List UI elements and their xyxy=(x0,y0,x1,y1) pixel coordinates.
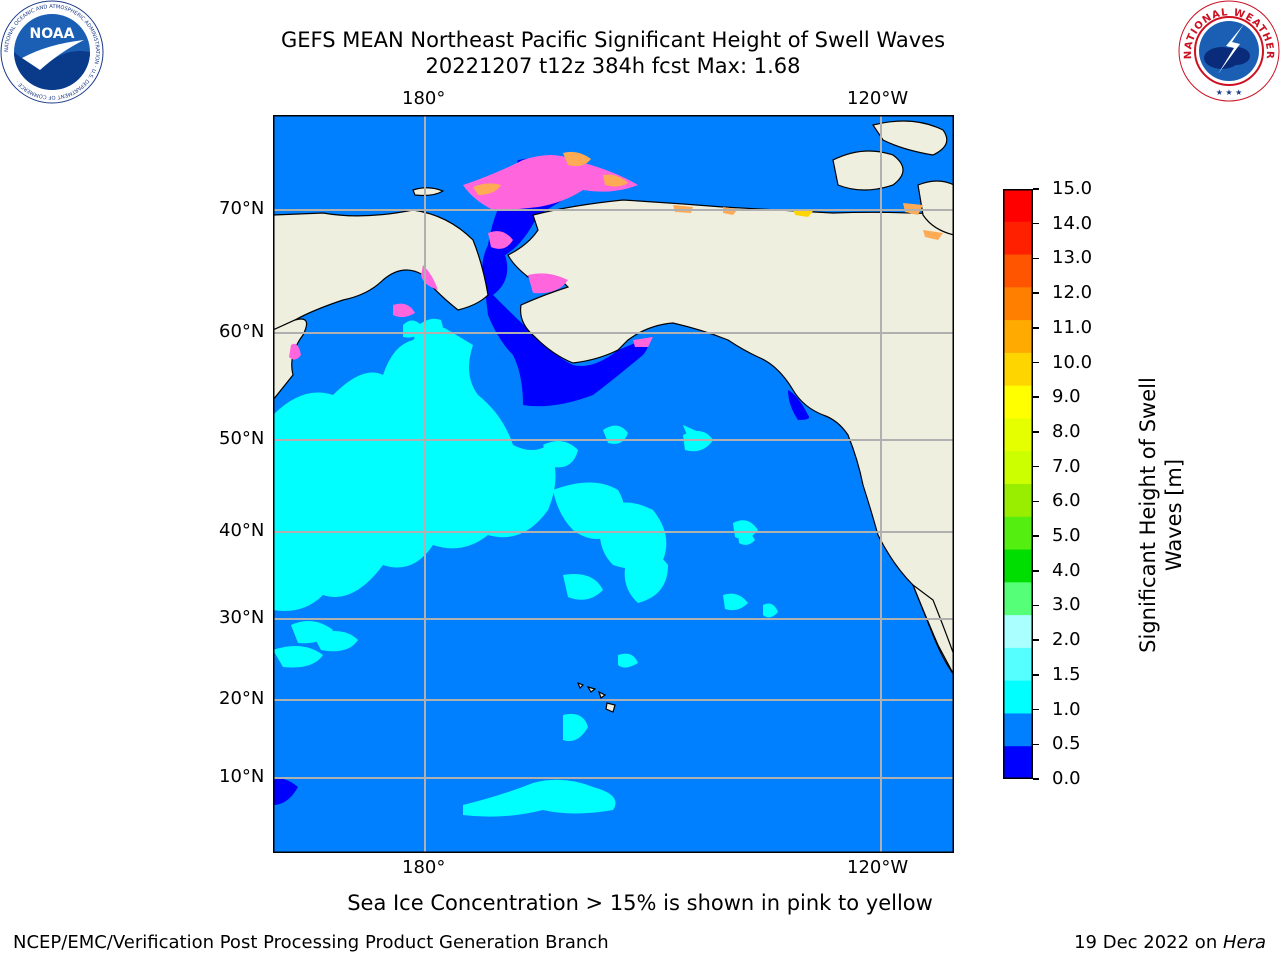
colorbar-tick-mark xyxy=(1033,500,1039,503)
colorbar-tick-mark xyxy=(1033,570,1039,572)
colorbar-tick-label: 15.0 xyxy=(1052,178,1093,199)
colorbar-segment xyxy=(1003,746,1033,779)
noaa-logo: NOAA NATIONAL OCEANIC AND ATMOSPHERIC AD… xyxy=(0,0,104,104)
colorbar-tick-mark xyxy=(1033,361,1039,364)
colorbar-tick-mark xyxy=(1033,396,1039,398)
colorbar-label: Significant Height of Swell Waves [m] xyxy=(1135,365,1195,665)
nws-logo: NATIONAL WEATHER SERVICE ★ ★ ★ xyxy=(1178,0,1280,102)
footer-date-text: 19 Dec 2022 on xyxy=(1074,932,1223,953)
colorbar xyxy=(1003,189,1033,779)
lat-label-40n: 40°N xyxy=(219,520,265,541)
land-arctic-island-3 xyxy=(917,180,954,236)
colorbar-segment xyxy=(1003,516,1033,551)
colorbar-tick-label: 1.0 xyxy=(1052,698,1081,720)
sea-ice-note: Sea Ice Concentration > 15% is shown in … xyxy=(347,891,933,915)
colorbar-segment xyxy=(1003,385,1033,419)
footer-credit: NCEP/EMC/Verification Post Processing Pr… xyxy=(13,932,609,953)
colorbar-tick-label: 2.0 xyxy=(1052,629,1081,651)
colorbar-tick-label: 3.0 xyxy=(1052,594,1081,616)
land-baja xyxy=(911,583,954,676)
colorbar-segment xyxy=(1003,680,1033,714)
colorbar-segment xyxy=(1003,320,1033,354)
colorbar-segment xyxy=(1003,451,1033,485)
footer-host: Hera xyxy=(1222,932,1266,953)
land-arctic-island-1 xyxy=(832,150,904,191)
chart-subtitle: 20221207 t12z 384h fcst Max: 1.68 xyxy=(425,54,801,78)
colorbar-tick-mark xyxy=(1033,257,1039,260)
land-alaska-canada xyxy=(507,199,954,677)
land-wrangel xyxy=(412,187,445,197)
colorbar-tick-label: 0.5 xyxy=(1052,733,1081,755)
colorbar-tick-label: 9.0 xyxy=(1052,386,1081,408)
lat-label-60n: 60°N xyxy=(219,321,265,342)
lat-label-70n: 70°N xyxy=(219,198,265,219)
lat-label-30n: 30°N xyxy=(219,607,265,628)
colorbar-segment xyxy=(1003,352,1033,387)
colorbar-tick-label: 12.0 xyxy=(1052,282,1093,304)
lat-label-10n: 10°N xyxy=(219,766,265,787)
colorbar-tick-label: 10.0 xyxy=(1052,351,1093,373)
colorbar-tick-label: 8.0 xyxy=(1052,420,1081,442)
land-kamchatka xyxy=(273,318,308,401)
colorbar-segment xyxy=(1003,254,1033,288)
colorbar-tick-mark xyxy=(1033,639,1039,641)
colorbar-tick-label: 1.5 xyxy=(1052,663,1081,685)
colorbar-tick-label: 13.0 xyxy=(1052,247,1093,269)
colorbar-tick-label: 11.0 xyxy=(1052,316,1093,338)
colorbar-tick-label: 7.0 xyxy=(1052,455,1081,477)
land-hawaii xyxy=(576,681,616,713)
shallow-areas xyxy=(273,158,810,805)
colorbar-tick-label: 6.0 xyxy=(1052,490,1081,512)
map-gridlines xyxy=(273,115,954,853)
colorbar-tick-label: 14.0 xyxy=(1052,212,1093,234)
colorbar-tick-mark xyxy=(1033,431,1039,433)
map-frame xyxy=(273,115,954,853)
colorbar-tick-label: 4.0 xyxy=(1052,559,1081,581)
colorbar-tick-mark xyxy=(1033,743,1039,746)
colorbar-segment xyxy=(1003,221,1033,256)
colorbar-tick-mark xyxy=(1033,674,1039,676)
colorbar-tick-label: 5.0 xyxy=(1052,525,1081,547)
colorbar-tick-mark xyxy=(1033,327,1039,329)
land-arctic-island-2 xyxy=(872,120,948,156)
colorbar-tick-mark xyxy=(1033,778,1039,780)
colorbar-segment xyxy=(1003,549,1033,583)
colorbar-segment xyxy=(1003,189,1033,223)
swell-height-map xyxy=(273,115,954,853)
colorbar-tick-mark xyxy=(1033,222,1039,225)
colorbar-segment xyxy=(1003,484,1033,518)
colorbar-tick-mark xyxy=(1033,535,1039,537)
nws-stars: ★ ★ ★ xyxy=(1216,88,1243,97)
colorbar-segment xyxy=(1003,582,1033,616)
footer-date: 19 Dec 2022 on Hera xyxy=(1074,933,1266,953)
colorbar-frame xyxy=(1003,189,1033,779)
land-areas xyxy=(273,120,954,713)
noaa-logo-text: NOAA xyxy=(30,26,75,42)
colorbar-tick-mark xyxy=(1033,708,1039,711)
colorbar-tick-mark xyxy=(1033,188,1039,190)
colorbar-tick-mark xyxy=(1033,292,1039,294)
lon-label-bottom-180: 180° xyxy=(402,857,446,878)
colorbar-label-line1: Significant Height of Swell xyxy=(1136,377,1160,653)
lat-label-50n: 50°N xyxy=(219,428,265,449)
colorbar-tick-mark xyxy=(1033,604,1039,607)
colorbar-segment xyxy=(1003,647,1033,682)
lon-label-top-120w: 120°W xyxy=(847,88,909,109)
lon-label-bottom-120w: 120°W xyxy=(847,857,909,878)
lat-label-20n: 20°N xyxy=(219,688,265,709)
colorbar-segment xyxy=(1003,615,1033,649)
colorbar-segment xyxy=(1003,713,1033,747)
colorbar-tick-label: 0.0 xyxy=(1052,768,1081,789)
chart-title: GEFS MEAN Northeast Pacific Significant … xyxy=(280,28,946,52)
colorbar-tick-mark xyxy=(1033,465,1039,468)
colorbar-segment xyxy=(1003,418,1033,452)
colorbar-segment xyxy=(1003,287,1033,321)
lon-label-top-180: 180° xyxy=(402,88,446,109)
colorbar-label-line2: Waves [m] xyxy=(1162,458,1186,572)
